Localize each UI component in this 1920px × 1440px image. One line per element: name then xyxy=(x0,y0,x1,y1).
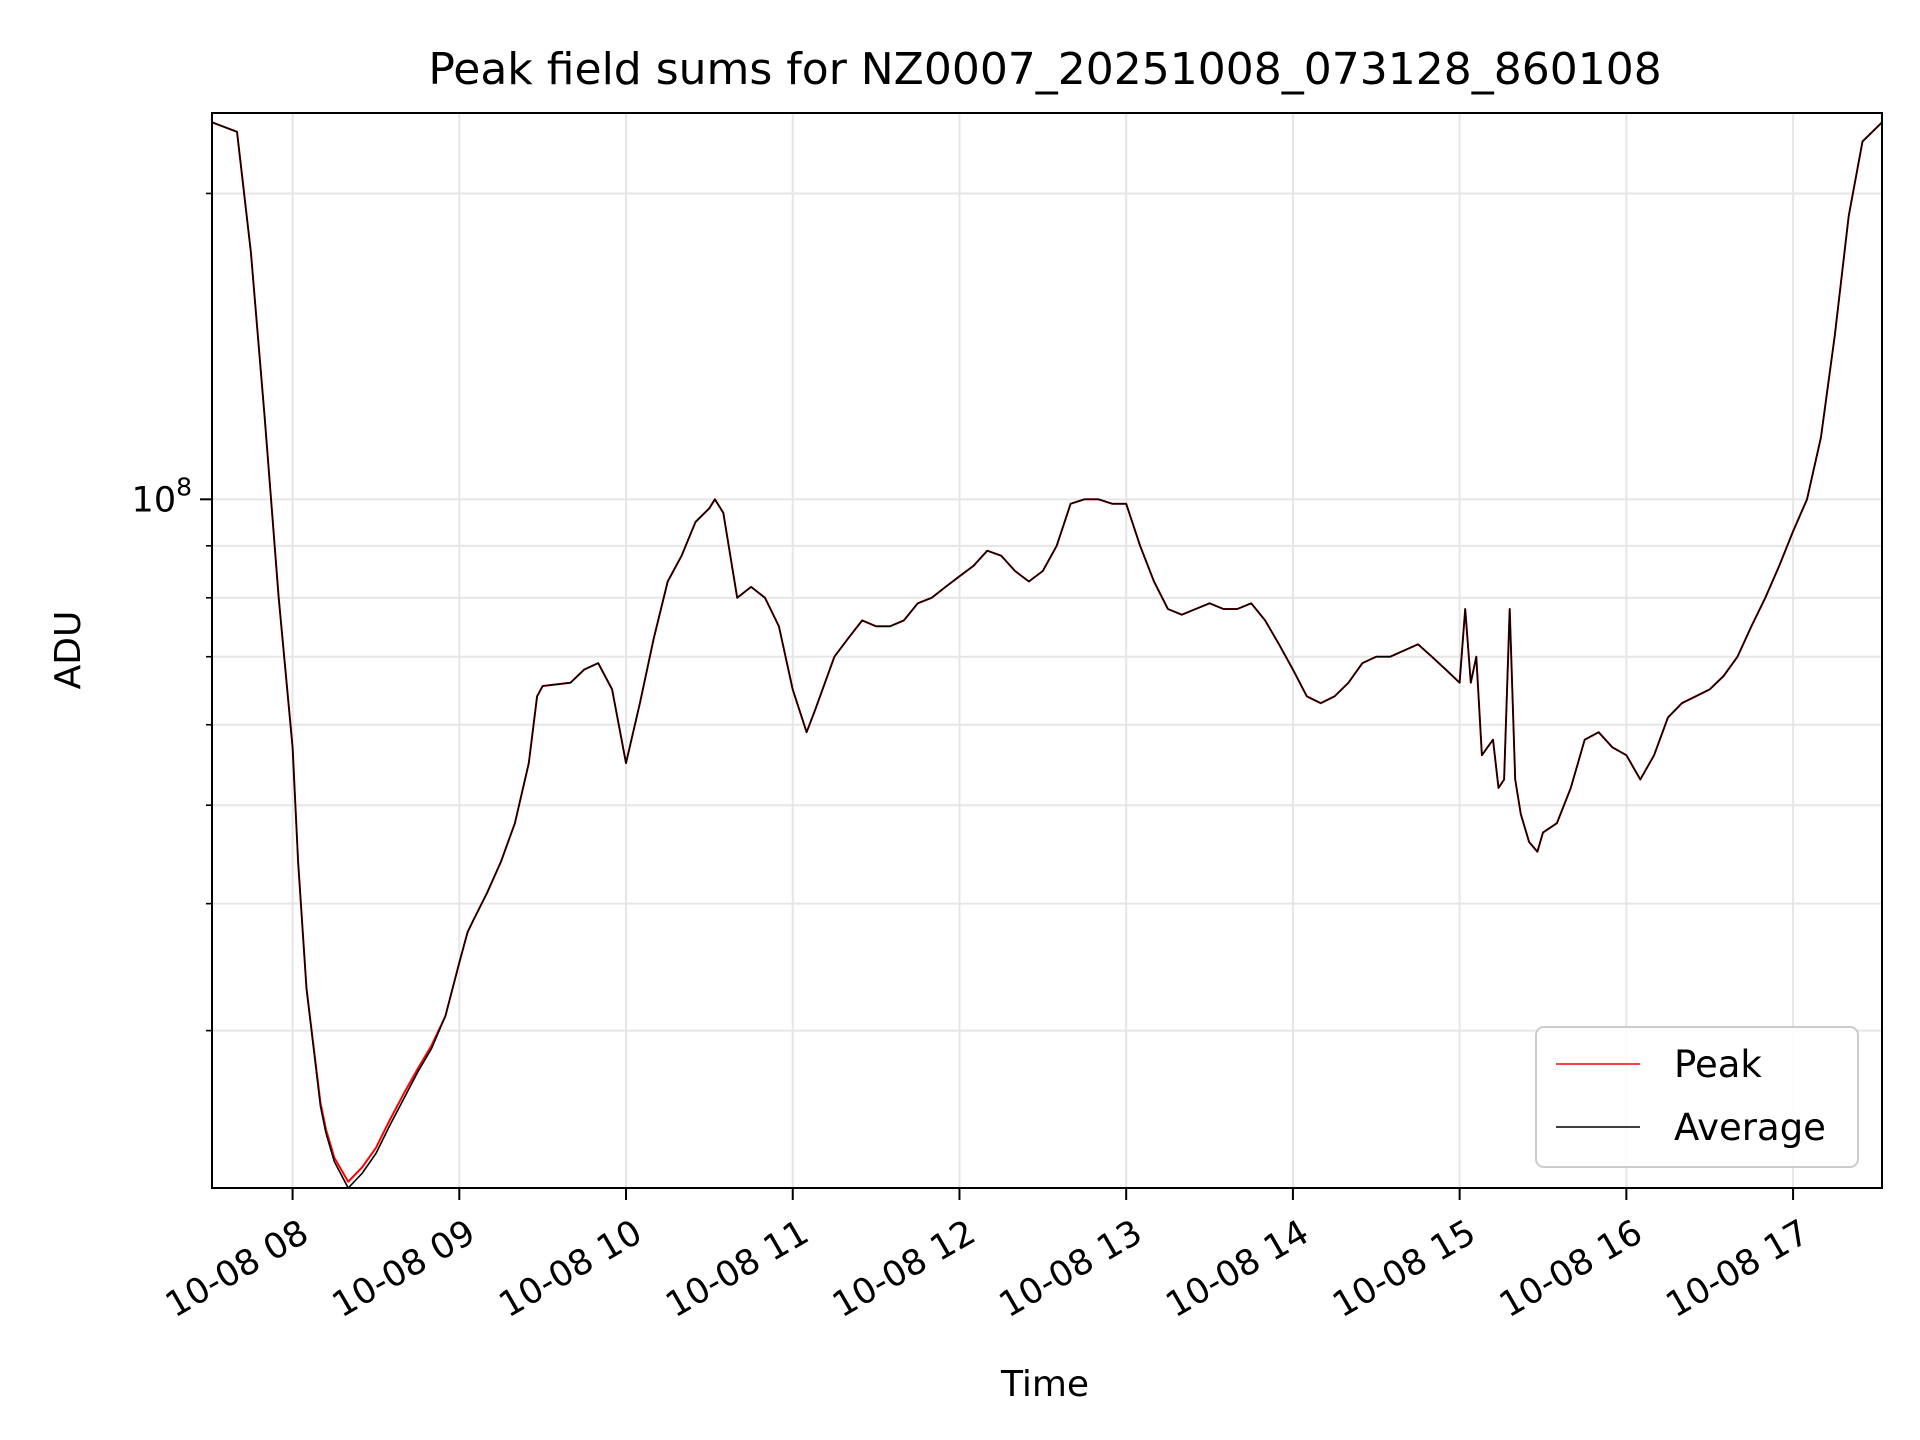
legend: Peak Average xyxy=(1535,1026,1859,1168)
legend-label-average: Average xyxy=(1674,1106,1826,1149)
chart-title: Peak field sums for NZ0007_20251008_0731… xyxy=(428,44,1661,95)
y-axis-label: ADU xyxy=(48,611,89,690)
legend-box xyxy=(1535,1026,1859,1168)
y-tick-label-0: 108 xyxy=(132,472,192,520)
plot-area xyxy=(212,121,1882,1188)
plot-frame xyxy=(211,112,1883,1189)
x-axis-label: Time xyxy=(1000,1364,1089,1405)
series-line-average xyxy=(212,121,1882,1188)
legend-label-peak: Peak xyxy=(1674,1043,1762,1086)
